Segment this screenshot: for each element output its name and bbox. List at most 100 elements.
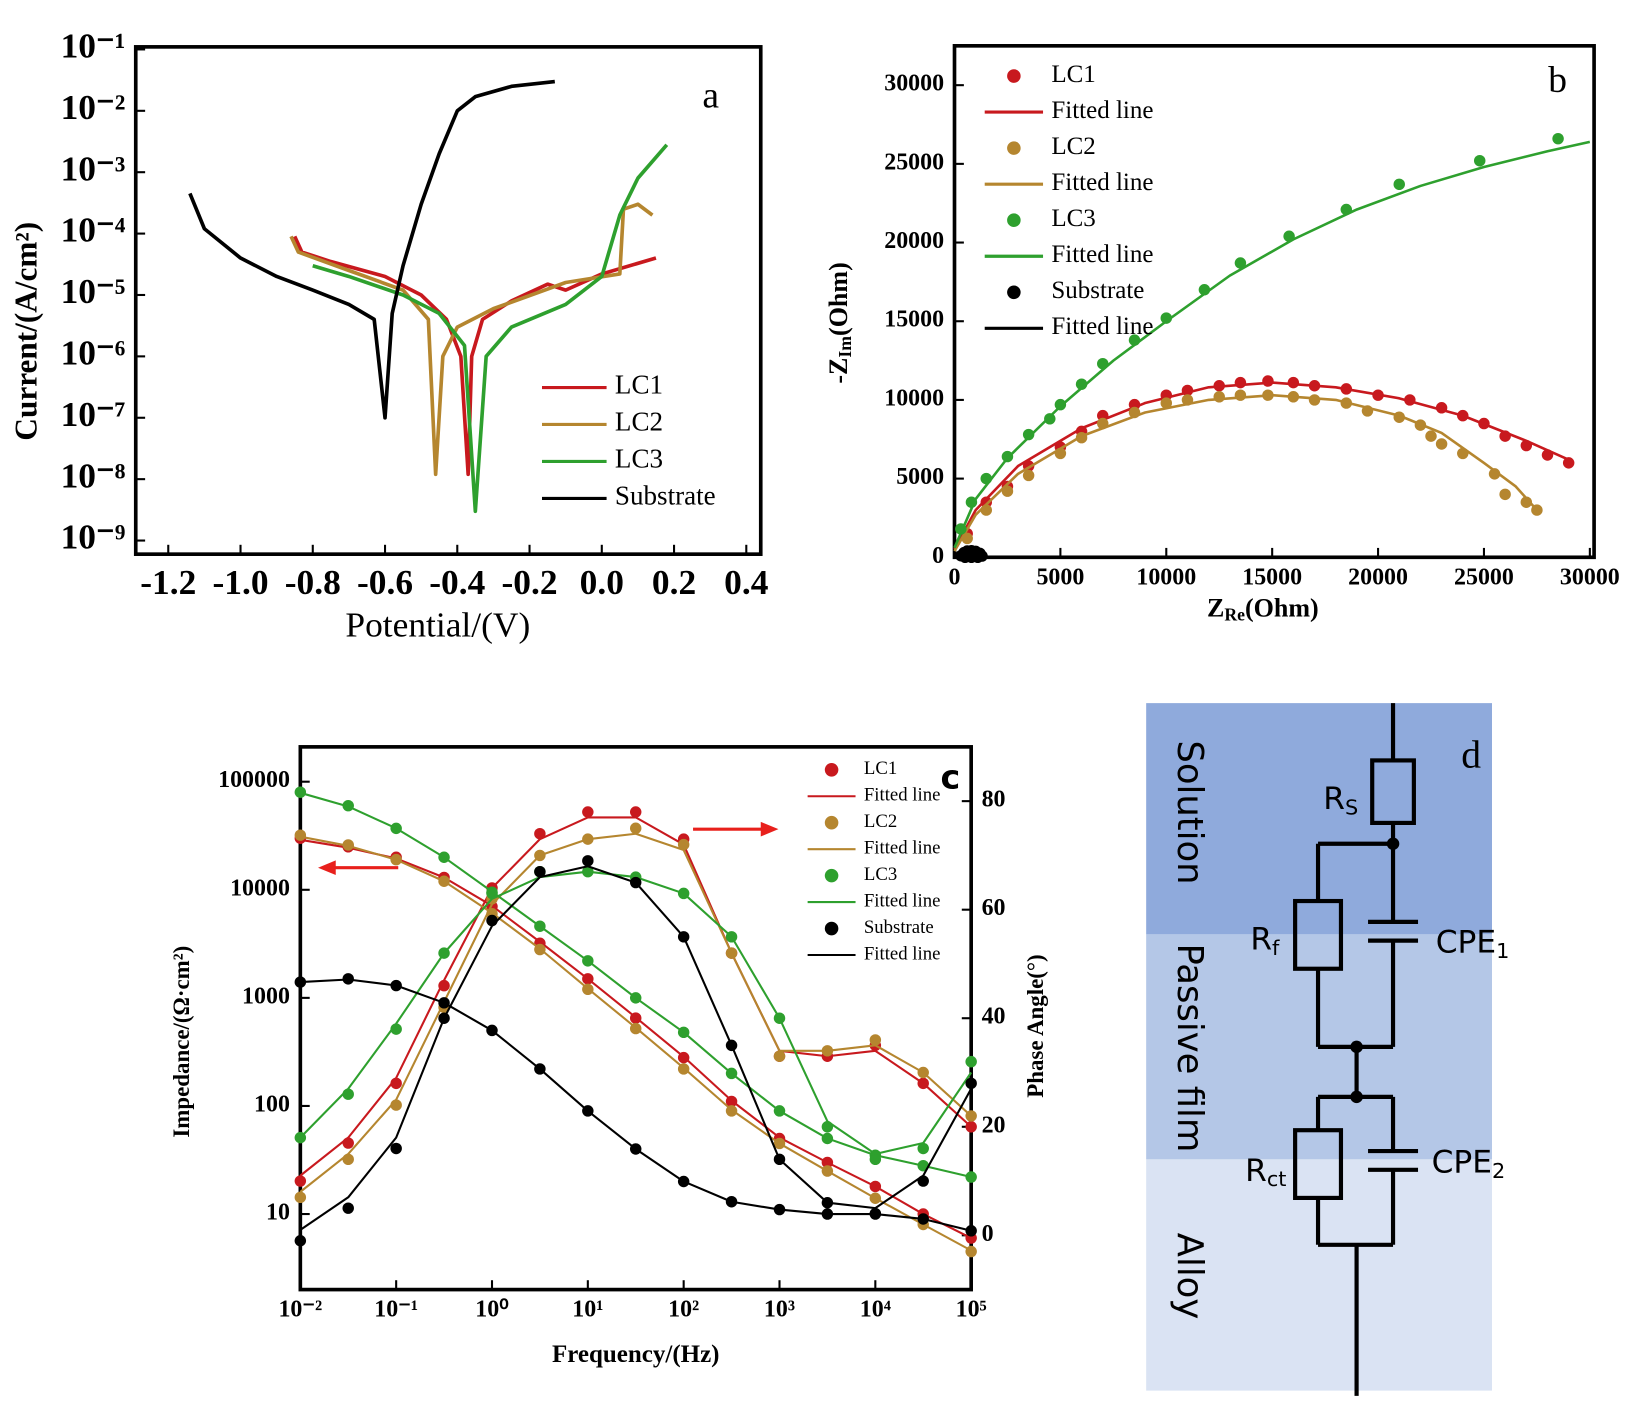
legend-label: Fitted line	[864, 837, 941, 858]
x-axis-label: Frequency/(Hz)	[552, 1341, 720, 1368]
legend-marker	[824, 763, 839, 777]
x-tick-label: 15000	[1242, 564, 1302, 590]
y-tick-label: 10⁻¹	[61, 26, 126, 66]
legend-marker	[824, 815, 839, 830]
y-tick-label: 10⁻³	[61, 148, 126, 188]
legend-label: LC3	[1051, 205, 1095, 232]
legend-label: Fitted line	[1051, 313, 1153, 340]
impedance-point	[294, 829, 307, 841]
x-tick-label: -0.8	[285, 562, 341, 602]
phase-point	[342, 1202, 354, 1214]
y-tick-label: 10	[266, 1200, 290, 1226]
x-axis-label: ZRe(Ohm)	[1207, 593, 1319, 624]
y-tick-label: 10⁻⁸	[61, 455, 126, 495]
y2-tick-label: 40	[982, 1004, 1006, 1030]
series-line	[953, 140, 1591, 549]
y-tick-label: 10⁻⁴	[61, 210, 126, 250]
impedance-point	[294, 786, 307, 798]
phase-point	[534, 827, 546, 840]
phase-point	[869, 1034, 882, 1046]
data-point	[1393, 178, 1405, 191]
series-line	[300, 791, 972, 1178]
x-tick-label: 10¹	[572, 1297, 603, 1323]
phase-point	[534, 865, 546, 878]
impedance-point	[965, 1171, 977, 1183]
y-tick-label: 5000	[896, 464, 944, 490]
legend-label: Fitted line	[1051, 97, 1153, 124]
series-line	[958, 549, 983, 559]
series-line	[300, 838, 972, 1239]
y2-tick-label: 80	[982, 787, 1006, 813]
y-tick-label: 10⁻²	[61, 87, 126, 127]
data-point	[1435, 438, 1448, 450]
data-point	[1160, 397, 1173, 409]
x-tick-label: 0	[949, 564, 961, 590]
data-point	[1022, 428, 1035, 441]
x-axis-label: Potential/(V)	[345, 604, 530, 644]
y-tick-label: 100000	[218, 767, 290, 793]
x-tick-label: 10⁵	[956, 1297, 987, 1323]
y-tick-label: 100	[254, 1091, 290, 1117]
x-tick-label: 10³	[764, 1297, 795, 1323]
plot-frame	[298, 745, 973, 1292]
legend-marker	[824, 921, 839, 936]
x-tick-label: -0.2	[502, 562, 558, 602]
x-tick-label: -1.0	[212, 562, 268, 602]
plot-frame	[133, 45, 763, 556]
x-tick-label: 0.0	[580, 562, 624, 602]
data-point	[1562, 457, 1575, 469]
data-point	[1262, 375, 1274, 387]
series-line	[300, 978, 972, 1232]
y2-tick-label: 60	[982, 895, 1006, 921]
data-point	[1160, 312, 1173, 324]
component-label: Rf	[1250, 922, 1280, 960]
data-point	[1499, 488, 1511, 501]
plot-frame	[952, 44, 1596, 560]
legend-label: Substrate	[864, 917, 934, 938]
x-tick-label: 30000	[1560, 564, 1620, 590]
phase-point	[773, 1050, 786, 1062]
x-tick-label: 5000	[1036, 564, 1084, 590]
legend-label: Fitted line	[864, 890, 941, 911]
series-line	[299, 865, 973, 1231]
y-tick-label: 10000	[884, 385, 944, 411]
legend-marker	[1007, 141, 1021, 155]
phase-point	[582, 806, 594, 818]
x-tick-label: 25000	[1454, 564, 1514, 590]
y-tick-label: 15000	[884, 307, 944, 333]
x-tick-label: 10000	[1136, 564, 1196, 590]
series-line	[299, 832, 972, 1193]
phase-point	[438, 979, 450, 992]
panel-label: c	[940, 758, 960, 797]
panel-label: a	[702, 76, 719, 117]
phase-point	[390, 1142, 402, 1155]
legend-label: Substrate	[615, 481, 716, 511]
legend-label: LC2	[615, 407, 663, 437]
legend-label: Fitted line	[1051, 241, 1153, 268]
legend-label: LC3	[615, 444, 663, 474]
component-label: RS	[1323, 781, 1358, 819]
y2-tick-label: 0	[982, 1221, 994, 1247]
layer-label: Alloy	[1169, 1233, 1210, 1320]
y-tick-label: 10⁻⁷	[61, 394, 126, 434]
y-tick-label: 10⁻⁹	[61, 517, 126, 557]
phase-point	[342, 1137, 354, 1149]
y-tick-label: 30000	[884, 71, 944, 97]
data-point	[1552, 132, 1564, 145]
y-axis-label: -ZIm(Ohm)	[824, 262, 855, 383]
layer-label: Solution	[1169, 740, 1210, 884]
y-tick-label: 1000	[242, 983, 290, 1009]
y-tick-label: 20000	[884, 228, 944, 254]
y-tick-label: 0	[932, 543, 944, 569]
phase-point	[917, 1175, 929, 1187]
x-tick-label: 10⁻¹	[374, 1297, 418, 1323]
phase-point	[629, 806, 642, 818]
data-point	[1234, 376, 1247, 389]
data-point	[1473, 154, 1486, 167]
x-tick-label: 0.2	[652, 562, 696, 602]
y-tick-label: 10⁻⁵	[61, 271, 126, 311]
x-tick-label: 20000	[1348, 564, 1408, 590]
series-line	[299, 816, 972, 1177]
x-tick-label: -1.2	[140, 562, 196, 602]
y-tick-label: 10⁻⁶	[61, 332, 126, 372]
